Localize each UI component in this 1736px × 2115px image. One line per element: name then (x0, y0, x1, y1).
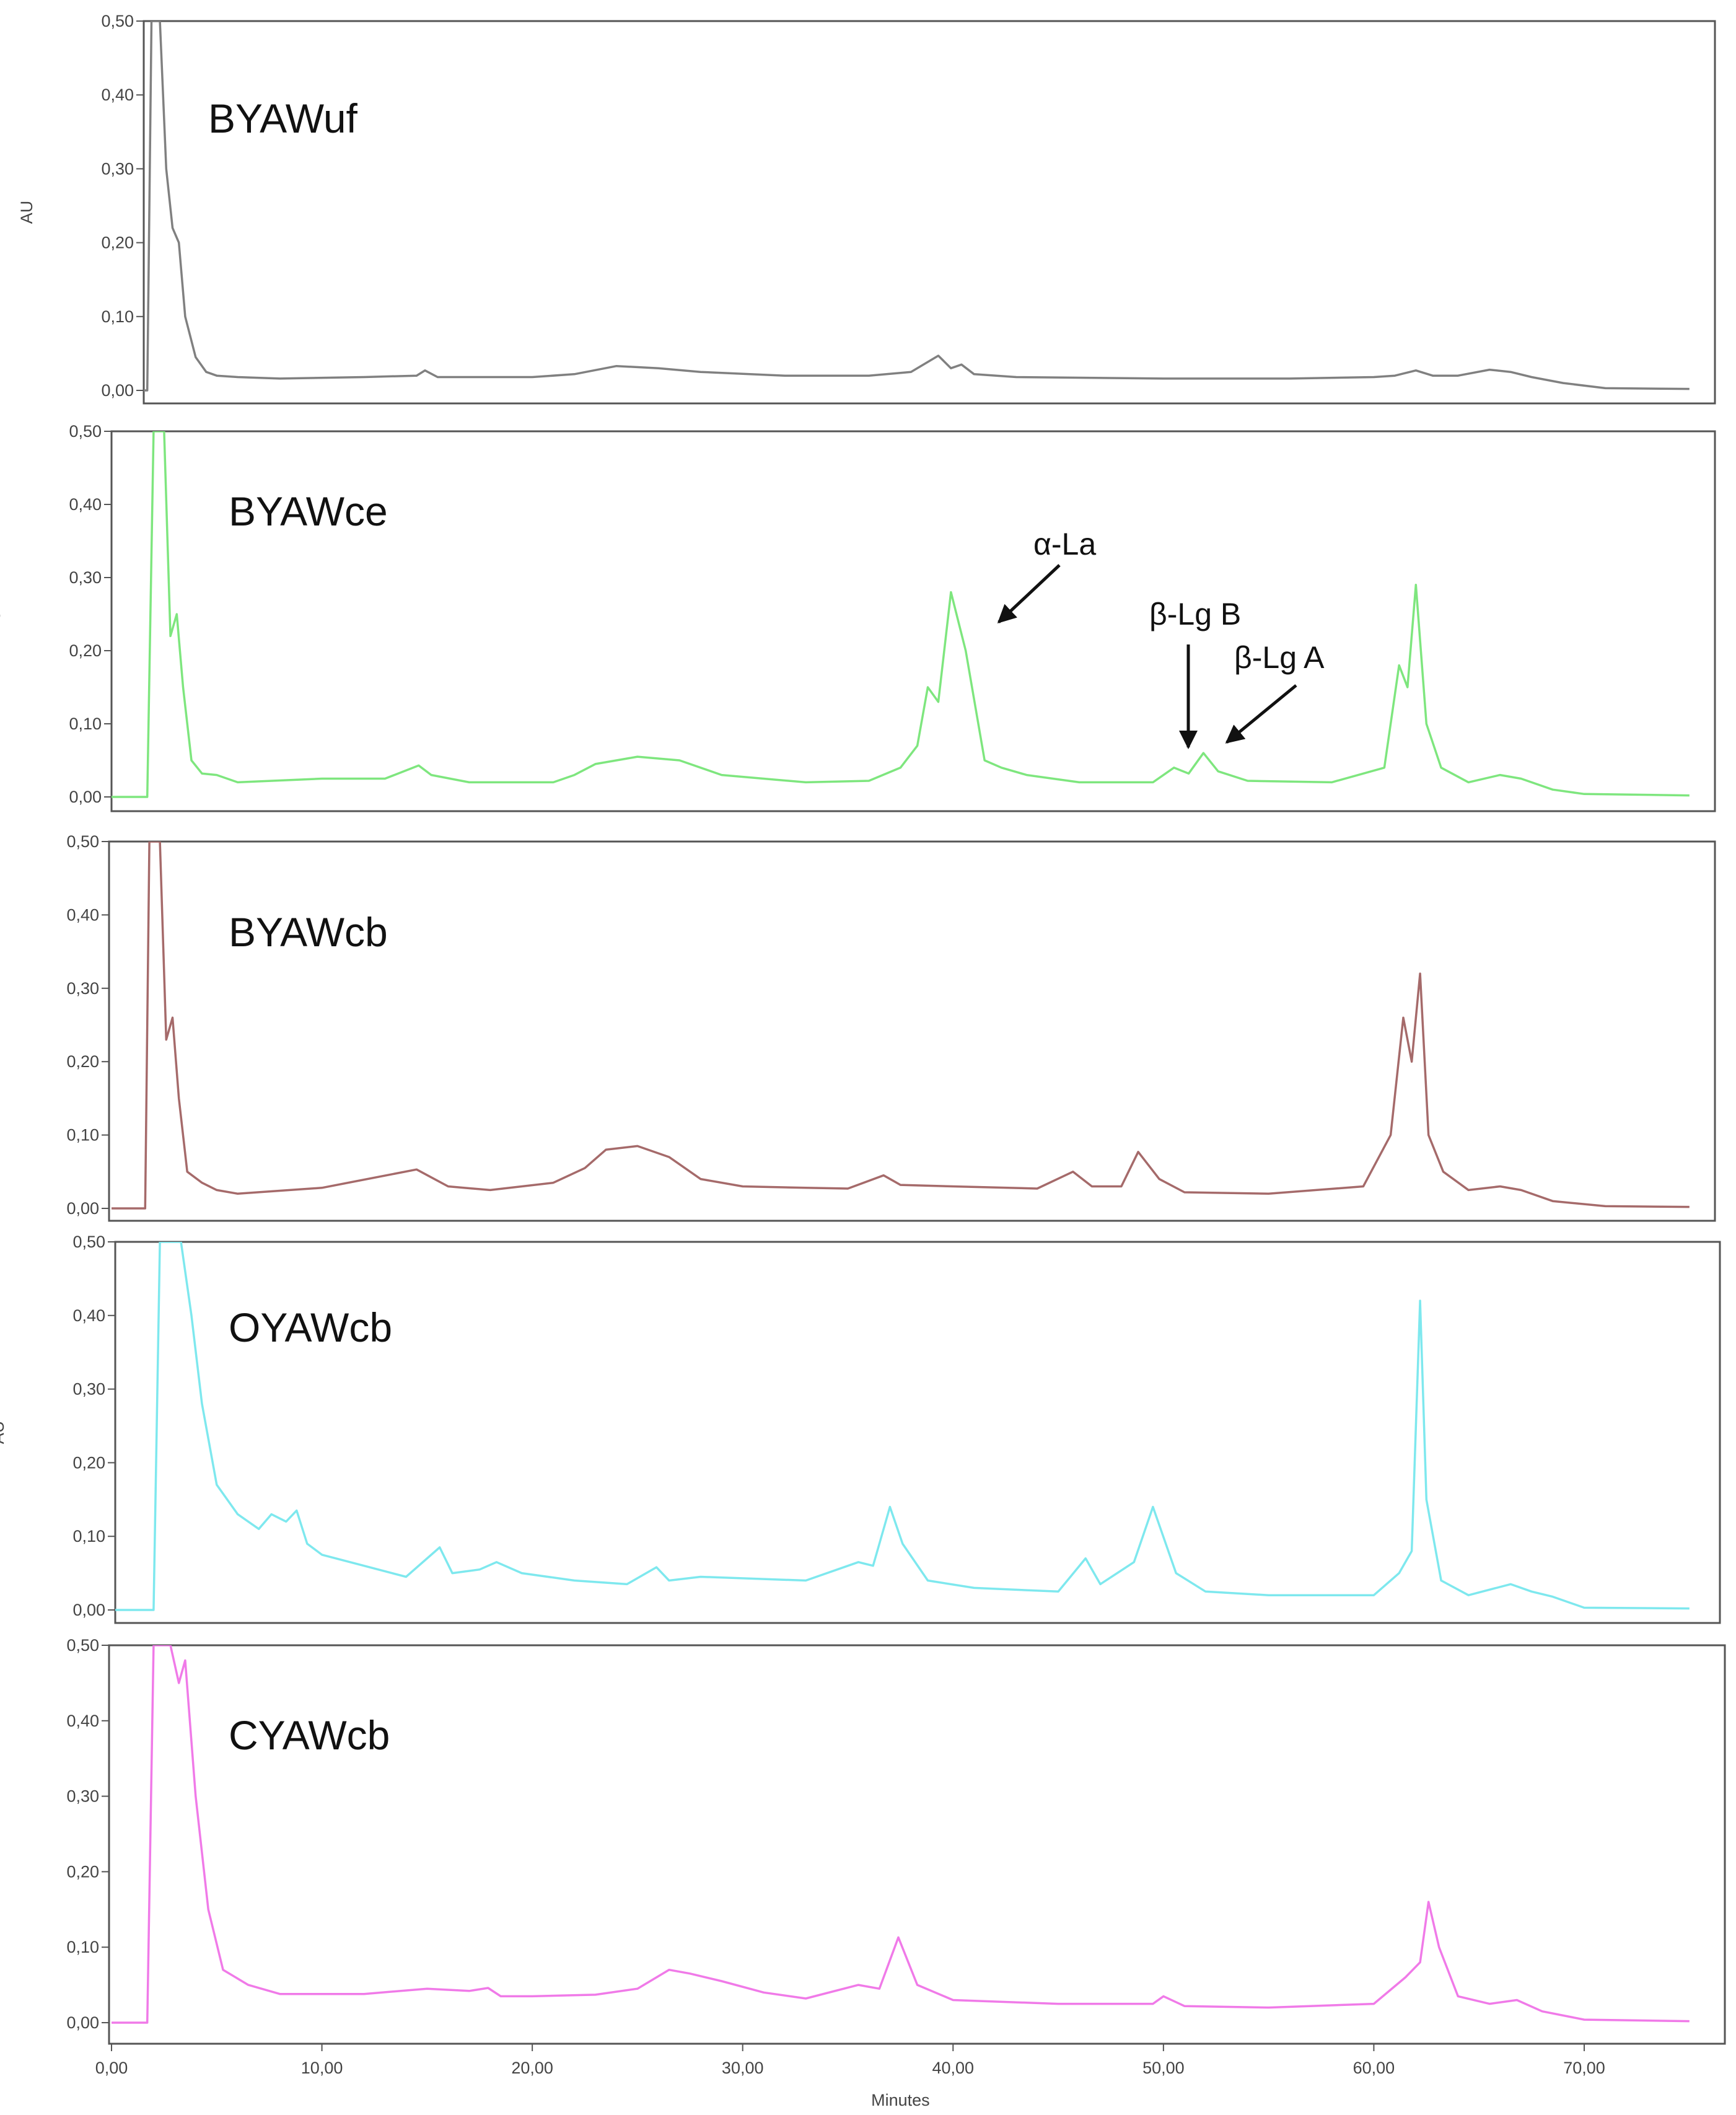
panel-label: BYAWce (229, 488, 388, 534)
annotation-arrow (997, 564, 1061, 624)
y-tick-label: 0,40 (72, 1306, 105, 1325)
y-tick-label: 0,00 (66, 2013, 99, 2032)
y-axis-title: AU (0, 1421, 7, 1444)
panel-cyawcb: 0,00 0,10 0,20 0,30 0,40 0,50 AU CYAWcb 0,00 10,0… (0, 1636, 1726, 2077)
y-tick-label: 0,20 (101, 234, 134, 252)
y-tick-label: 0,10 (72, 1527, 105, 1546)
y-tick-label: 0,50 (66, 1636, 99, 1655)
y-tick-label: 0,10 (101, 307, 134, 326)
trace-byawuf (144, 21, 1690, 392)
panel-frame (108, 840, 1716, 1222)
x-tick-label: 60,00 (1353, 2059, 1395, 2077)
y-tick-label: 0,00 (72, 1601, 105, 1619)
y-tick-label: 0,40 (66, 905, 99, 924)
y-tick-label: 0,50 (101, 12, 134, 30)
x-tick-label: 50,00 (1142, 2059, 1185, 2077)
y-tick-label: 0,00 (66, 1199, 99, 1218)
y-axis-title: AU (0, 610, 4, 633)
y-tick-label: 0,40 (66, 1712, 99, 1730)
trace-oyawcb (115, 1242, 1690, 1611)
panel-frame (110, 430, 1716, 812)
y-tick-label: 0,50 (66, 832, 99, 851)
panel-oyawcb: 0,00 0,10 0,20 0,30 0,40 0,50 AU OYAWcb (0, 1233, 1721, 1624)
panel-frame (108, 1644, 1726, 2045)
annotation-label: β-Lg A (1234, 640, 1325, 675)
y-tick-label: 0,30 (72, 1380, 105, 1399)
panel-byawuf: 0,00 0,10 0,20 0,30 0,40 0,50 AU BYAWuf (17, 12, 1716, 405)
annotation-label: α-La (1033, 527, 1096, 561)
y-tick-label: 0,20 (69, 641, 102, 660)
y-tick-label: 0,10 (66, 1126, 99, 1145)
panel-byawcb: 0,00 0,10 0,20 0,30 0,40 0,50 AU BYAWcb (0, 832, 1716, 1222)
y-tick-label: 0,30 (101, 159, 134, 178)
trace-byawce (112, 431, 1690, 798)
y-tick-label: 0,50 (72, 1233, 105, 1251)
annotation-arrow (1225, 684, 1297, 744)
y-tick-label: 0,00 (101, 381, 134, 400)
panel-frame (142, 20, 1716, 405)
y-tick-label: 0,30 (66, 1787, 99, 1806)
panel-byawce: 0,00 0,10 0,20 0,30 0,40 0,50 AU BYAWce (0, 422, 1716, 812)
annotation-lgb: β-Lg B (1149, 597, 1241, 749)
panel-frame (114, 1241, 1721, 1624)
x-tick-label: 0,00 (95, 2059, 128, 2077)
y-tick-label: 0,20 (66, 1052, 99, 1071)
trace-cyawcb (112, 1645, 1690, 2024)
x-tick-label: 10,00 (301, 2059, 343, 2077)
y-tick-label: 0,00 (69, 788, 102, 806)
y-tick-label: 0,10 (66, 1938, 99, 1956)
x-tick-label: 70,00 (1563, 2059, 1605, 2077)
trace-byawcb (112, 842, 1690, 1210)
panel-label: OYAWcb (229, 1304, 392, 1350)
x-axis-title: Minutes (871, 2091, 930, 2109)
x-tick-label: 20,00 (511, 2059, 553, 2077)
y-tick-label: 0,40 (69, 495, 102, 514)
y-tick-label: 0,50 (69, 422, 102, 441)
x-tick-label: 40,00 (932, 2059, 974, 2077)
y-tick-label: 0,20 (66, 1862, 99, 1881)
panel-label: BYAWuf (208, 95, 358, 141)
y-tick-label: 0,40 (101, 86, 134, 104)
panel-label: CYAWcb (229, 1712, 390, 1758)
y-tick-label: 0,30 (69, 568, 102, 587)
annotation-la: α-La (997, 527, 1096, 624)
y-tick-label: 0,30 (66, 979, 99, 998)
annotation-lga: β-Lg A (1225, 640, 1325, 744)
y-axis-title: AU (17, 201, 36, 224)
panel-label: BYAWcb (229, 909, 388, 955)
y-tick-label: 0,10 (69, 715, 102, 733)
y-axis-title: AU (0, 1019, 1, 1043)
y-tick-label: 0,20 (72, 1453, 105, 1472)
x-tick-label: 30,00 (722, 2059, 764, 2077)
annotation-label: β-Lg B (1149, 597, 1241, 631)
y-axis-title: AU (0, 1833, 1, 1857)
